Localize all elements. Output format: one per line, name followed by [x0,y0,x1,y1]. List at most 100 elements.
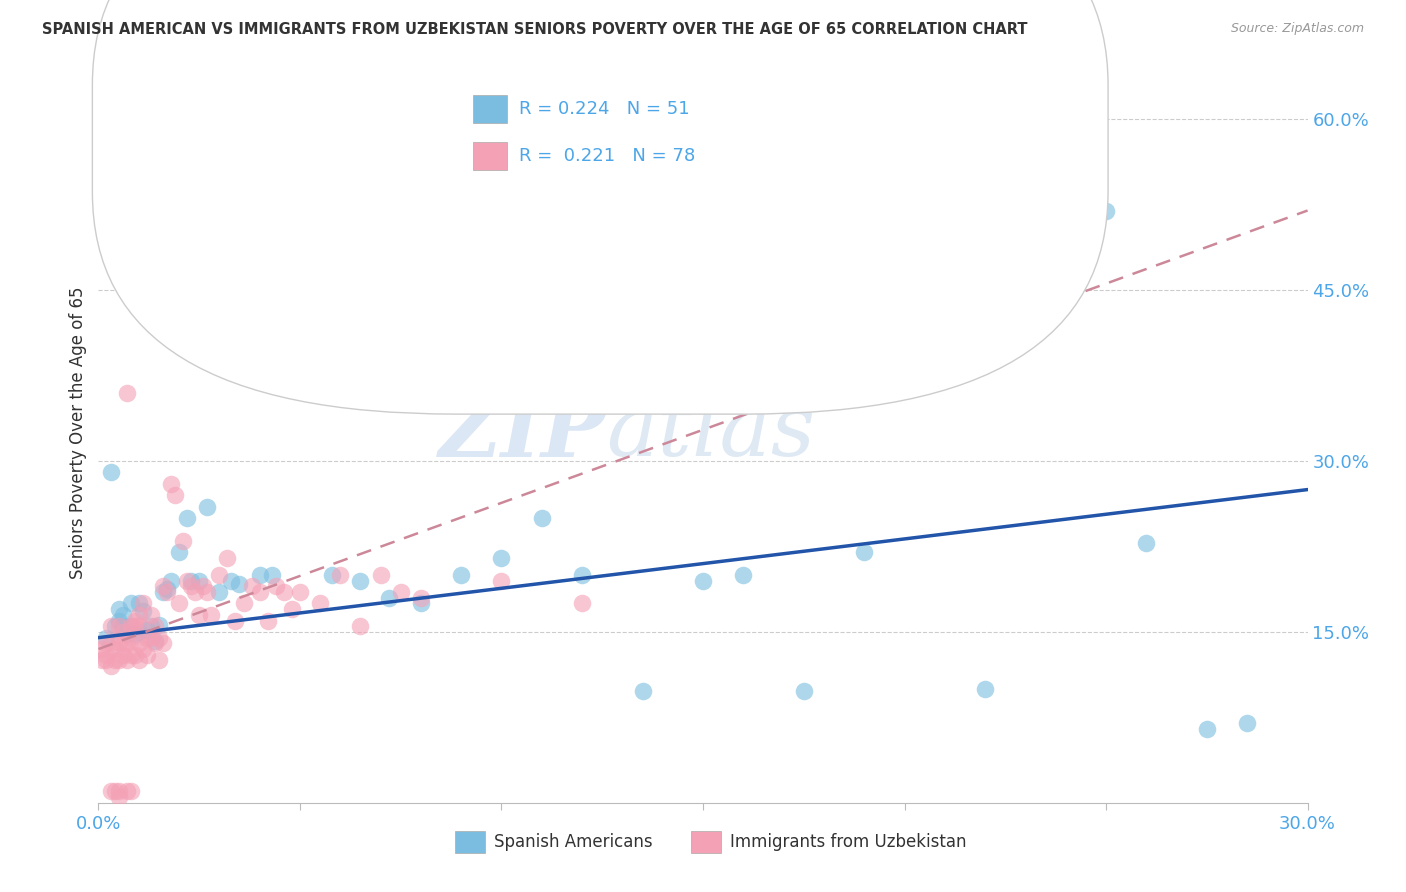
Point [103,642,125,657]
Point [91,642,114,657]
Point [107,619,129,633]
Point [148,618,170,632]
Point [111,636,134,650]
Point [176,511,198,525]
Text: Immigrants from Uzbekistan: Immigrants from Uzbekistan [730,833,966,851]
Point [135,623,157,637]
Point [160,574,183,588]
Point [167,597,190,611]
Point [349,574,371,588]
Bar [690,831,721,853]
Point [107,790,129,805]
Point [124,619,146,633]
Point [120,631,142,645]
Point [195,585,218,599]
Point [221,574,243,588]
Point [115,784,138,798]
Point [793,684,815,698]
Point [107,636,129,650]
Point [530,511,553,525]
Point [115,385,138,400]
Point [120,597,142,611]
Point [188,607,211,622]
Point [124,614,146,628]
Point [107,602,129,616]
Point [115,653,138,667]
Point [733,568,755,582]
Point [96,636,118,650]
Point [249,585,271,599]
Point [139,631,162,645]
Point [240,579,263,593]
Point [264,579,287,593]
Point [309,597,332,611]
Point [409,591,432,605]
Point [128,607,150,622]
Text: R = 0.224   N = 51: R = 0.224 N = 51 [519,100,690,118]
Point [120,619,142,633]
Point [111,607,134,622]
Bar [456,831,485,853]
Point [571,597,593,611]
Point [115,636,138,650]
Point [1195,722,1218,736]
Text: Source: ZipAtlas.com: Source: ZipAtlas.com [1230,22,1364,36]
Text: ZIP: ZIP [439,391,606,475]
Point [249,568,271,582]
Point [450,568,472,582]
Point [124,648,146,662]
Point [111,619,134,633]
Point [107,784,129,798]
Point [281,602,304,616]
Point [195,500,218,514]
Point [176,574,198,588]
Point [143,634,166,648]
Point [377,591,399,605]
Point [96,631,118,645]
Point [1135,536,1157,550]
Point [100,466,122,480]
Point [96,653,118,667]
Text: atlas: atlas [606,392,815,474]
Point [139,607,162,622]
Point [91,653,114,667]
Point [100,619,122,633]
Point [228,577,250,591]
Point [100,784,122,798]
Point [409,597,432,611]
Text: Spanish Americans: Spanish Americans [494,833,652,851]
Point [103,619,125,633]
Point [152,636,174,650]
Point [281,249,304,263]
Point [139,619,162,633]
Point [631,684,654,698]
Point [128,597,150,611]
Point [491,574,513,588]
Point [208,585,231,599]
Y-axis label: Seniors Poverty Over the Age of 65: Seniors Poverty Over the Age of 65 [69,286,87,579]
Point [389,585,412,599]
Point [128,619,150,633]
Point [491,550,513,565]
Point [1095,203,1118,218]
Point [143,636,166,650]
Point [163,488,186,502]
Point [692,574,714,588]
Point [120,619,142,633]
Point [103,784,125,798]
Point [152,579,174,593]
Point [188,574,211,588]
Point [349,619,371,633]
Point [128,624,150,639]
Point [156,585,179,599]
Point [111,624,134,639]
Point [224,614,246,628]
Point [974,681,997,696]
Point [321,568,343,582]
Point [100,636,122,650]
Point [96,648,118,662]
Text: SPANISH AMERICAN VS IMMIGRANTS FROM UZBEKISTAN SENIORS POVERTY OVER THE AGE OF 6: SPANISH AMERICAN VS IMMIGRANTS FROM UZBE… [42,22,1028,37]
Point [107,653,129,667]
Point [156,582,179,596]
Point [148,631,170,645]
